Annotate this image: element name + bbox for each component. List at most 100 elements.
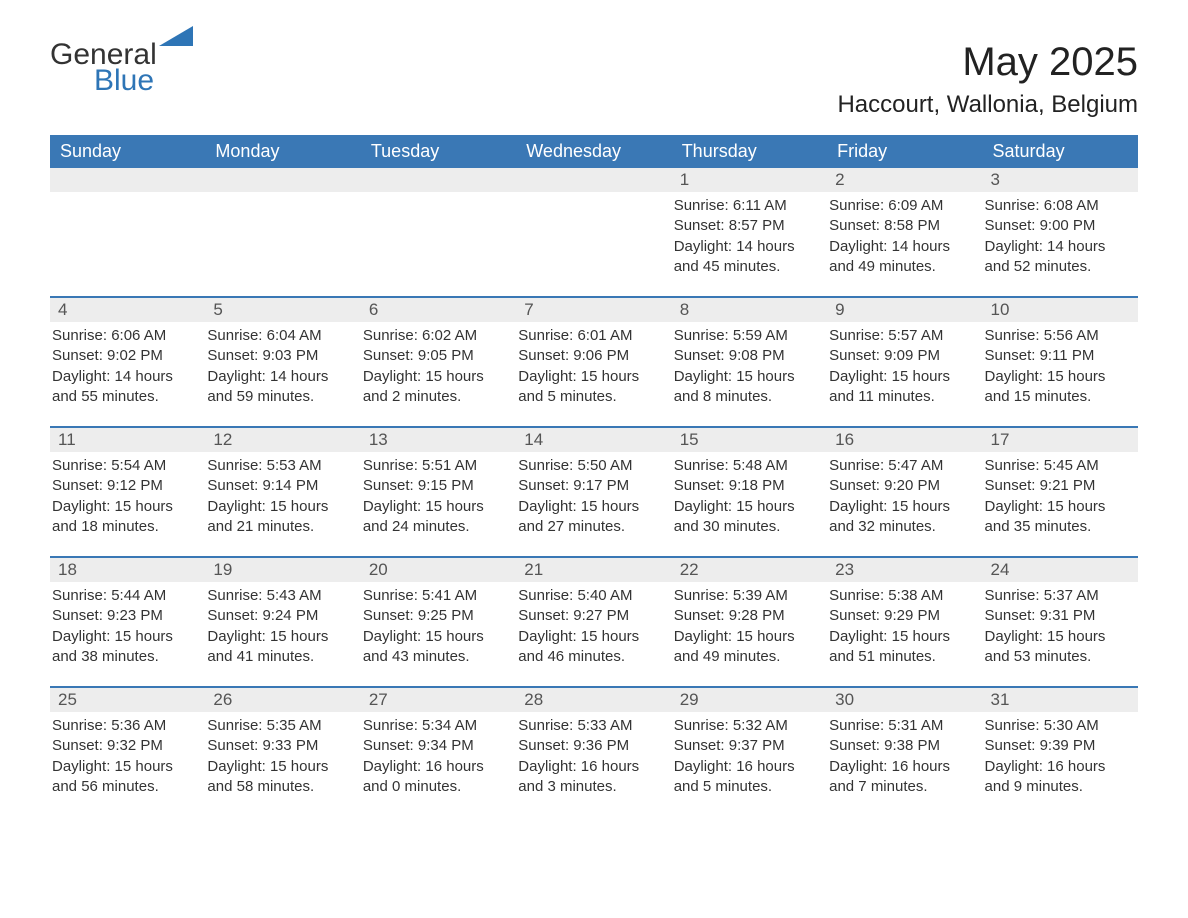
- sunset-text: Sunset: 9:17 PM: [518, 476, 665, 496]
- day-cell: 2Sunrise: 6:09 AMSunset: 8:58 PMDaylight…: [827, 168, 982, 296]
- day-cell: 13Sunrise: 5:51 AMSunset: 9:15 PMDayligh…: [361, 428, 516, 556]
- day-cell: .: [361, 168, 516, 296]
- daylight2-text: and 9 minutes.: [985, 777, 1132, 797]
- day-number: 23: [827, 558, 982, 582]
- day-body: Sunrise: 5:41 AMSunset: 9:25 PMDaylight:…: [361, 582, 516, 671]
- day-body: Sunrise: 6:06 AMSunset: 9:02 PMDaylight:…: [50, 322, 205, 411]
- sunset-text: Sunset: 9:23 PM: [52, 606, 199, 626]
- day-cell: 18Sunrise: 5:44 AMSunset: 9:23 PMDayligh…: [50, 558, 205, 686]
- title-block: May 2025 Haccourt, Wallonia, Belgium: [837, 40, 1138, 119]
- day-cell: 16Sunrise: 5:47 AMSunset: 9:20 PMDayligh…: [827, 428, 982, 556]
- sunset-text: Sunset: 9:34 PM: [363, 736, 510, 756]
- sunrise-text: Sunrise: 5:30 AM: [985, 716, 1132, 736]
- day-number: 3: [983, 168, 1138, 192]
- weekday-header: Saturday: [983, 135, 1138, 168]
- daylight2-text: and 24 minutes.: [363, 517, 510, 537]
- daylight1-text: Daylight: 16 hours: [674, 757, 821, 777]
- brand-logo: General Blue: [50, 40, 195, 100]
- sunrise-text: Sunrise: 5:40 AM: [518, 586, 665, 606]
- daylight1-text: Daylight: 15 hours: [207, 757, 354, 777]
- daylight1-text: Daylight: 16 hours: [363, 757, 510, 777]
- sunrise-text: Sunrise: 5:39 AM: [674, 586, 821, 606]
- daylight2-text: and 5 minutes.: [518, 387, 665, 407]
- week-row: ....1Sunrise: 6:11 AMSunset: 8:57 PMDayl…: [50, 168, 1138, 296]
- sunset-text: Sunset: 9:15 PM: [363, 476, 510, 496]
- day-cell: 6Sunrise: 6:02 AMSunset: 9:05 PMDaylight…: [361, 298, 516, 426]
- day-cell: 24Sunrise: 5:37 AMSunset: 9:31 PMDayligh…: [983, 558, 1138, 686]
- day-number: .: [50, 168, 205, 192]
- daylight1-text: Daylight: 15 hours: [363, 497, 510, 517]
- day-body: Sunrise: 5:32 AMSunset: 9:37 PMDaylight:…: [672, 712, 827, 801]
- day-number: 4: [50, 298, 205, 322]
- daylight1-text: Daylight: 16 hours: [829, 757, 976, 777]
- day-cell: 17Sunrise: 5:45 AMSunset: 9:21 PMDayligh…: [983, 428, 1138, 556]
- daylight2-text: and 15 minutes.: [985, 387, 1132, 407]
- sunset-text: Sunset: 9:29 PM: [829, 606, 976, 626]
- day-number: 10: [983, 298, 1138, 322]
- day-number: 5: [205, 298, 360, 322]
- daylight2-text: and 56 minutes.: [52, 777, 199, 797]
- day-body: Sunrise: 5:57 AMSunset: 9:09 PMDaylight:…: [827, 322, 982, 411]
- day-body: Sunrise: 5:34 AMSunset: 9:34 PMDaylight:…: [361, 712, 516, 801]
- sunset-text: Sunset: 9:28 PM: [674, 606, 821, 626]
- day-cell: 31Sunrise: 5:30 AMSunset: 9:39 PMDayligh…: [983, 688, 1138, 816]
- sunset-text: Sunset: 9:00 PM: [985, 216, 1132, 236]
- day-cell: 27Sunrise: 5:34 AMSunset: 9:34 PMDayligh…: [361, 688, 516, 816]
- daylight2-text: and 49 minutes.: [829, 257, 976, 277]
- day-number: 31: [983, 688, 1138, 712]
- daylight1-text: Daylight: 15 hours: [674, 627, 821, 647]
- day-number: 13: [361, 428, 516, 452]
- day-body: Sunrise: 5:54 AMSunset: 9:12 PMDaylight:…: [50, 452, 205, 541]
- daylight2-text: and 3 minutes.: [518, 777, 665, 797]
- day-body: Sunrise: 5:30 AMSunset: 9:39 PMDaylight:…: [983, 712, 1138, 801]
- sunset-text: Sunset: 9:32 PM: [52, 736, 199, 756]
- day-cell: 20Sunrise: 5:41 AMSunset: 9:25 PMDayligh…: [361, 558, 516, 686]
- sunrise-text: Sunrise: 6:11 AM: [674, 196, 821, 216]
- daylight1-text: Daylight: 15 hours: [674, 367, 821, 387]
- daylight2-text: and 53 minutes.: [985, 647, 1132, 667]
- daylight2-text: and 38 minutes.: [52, 647, 199, 667]
- week-row: 18Sunrise: 5:44 AMSunset: 9:23 PMDayligh…: [50, 556, 1138, 686]
- day-number: 1: [672, 168, 827, 192]
- week-row: 11Sunrise: 5:54 AMSunset: 9:12 PMDayligh…: [50, 426, 1138, 556]
- sunset-text: Sunset: 9:02 PM: [52, 346, 199, 366]
- day-number: 30: [827, 688, 982, 712]
- day-cell: 23Sunrise: 5:38 AMSunset: 9:29 PMDayligh…: [827, 558, 982, 686]
- day-cell: 22Sunrise: 5:39 AMSunset: 9:28 PMDayligh…: [672, 558, 827, 686]
- sunset-text: Sunset: 9:21 PM: [985, 476, 1132, 496]
- daylight1-text: Daylight: 15 hours: [829, 497, 976, 517]
- sunrise-text: Sunrise: 5:36 AM: [52, 716, 199, 736]
- sunset-text: Sunset: 9:27 PM: [518, 606, 665, 626]
- sunset-text: Sunset: 9:11 PM: [985, 346, 1132, 366]
- sunset-text: Sunset: 9:18 PM: [674, 476, 821, 496]
- sunrise-text: Sunrise: 5:48 AM: [674, 456, 821, 476]
- sunset-text: Sunset: 9:08 PM: [674, 346, 821, 366]
- day-number: 2: [827, 168, 982, 192]
- day-body: Sunrise: 5:45 AMSunset: 9:21 PMDaylight:…: [983, 452, 1138, 541]
- daylight1-text: Daylight: 15 hours: [518, 367, 665, 387]
- day-number: 26: [205, 688, 360, 712]
- day-cell: 21Sunrise: 5:40 AMSunset: 9:27 PMDayligh…: [516, 558, 671, 686]
- weekday-header: Friday: [827, 135, 982, 168]
- daylight1-text: Daylight: 15 hours: [518, 497, 665, 517]
- day-cell: 10Sunrise: 5:56 AMSunset: 9:11 PMDayligh…: [983, 298, 1138, 426]
- day-body: Sunrise: 5:59 AMSunset: 9:08 PMDaylight:…: [672, 322, 827, 411]
- sunrise-text: Sunrise: 5:47 AM: [829, 456, 976, 476]
- sunrise-text: Sunrise: 6:09 AM: [829, 196, 976, 216]
- day-number: 20: [361, 558, 516, 582]
- day-number: .: [516, 168, 671, 192]
- sunrise-text: Sunrise: 5:37 AM: [985, 586, 1132, 606]
- sunset-text: Sunset: 9:33 PM: [207, 736, 354, 756]
- day-body: Sunrise: 5:37 AMSunset: 9:31 PMDaylight:…: [983, 582, 1138, 671]
- day-body: Sunrise: 5:35 AMSunset: 9:33 PMDaylight:…: [205, 712, 360, 801]
- day-cell: 25Sunrise: 5:36 AMSunset: 9:32 PMDayligh…: [50, 688, 205, 816]
- day-body: Sunrise: 5:43 AMSunset: 9:24 PMDaylight:…: [205, 582, 360, 671]
- brand-word2: Blue: [94, 64, 154, 97]
- day-body: Sunrise: 5:39 AMSunset: 9:28 PMDaylight:…: [672, 582, 827, 671]
- weekday-header: Tuesday: [361, 135, 516, 168]
- day-cell: 28Sunrise: 5:33 AMSunset: 9:36 PMDayligh…: [516, 688, 671, 816]
- day-number: 11: [50, 428, 205, 452]
- day-body: Sunrise: 5:47 AMSunset: 9:20 PMDaylight:…: [827, 452, 982, 541]
- daylight2-text: and 27 minutes.: [518, 517, 665, 537]
- sunset-text: Sunset: 8:57 PM: [674, 216, 821, 236]
